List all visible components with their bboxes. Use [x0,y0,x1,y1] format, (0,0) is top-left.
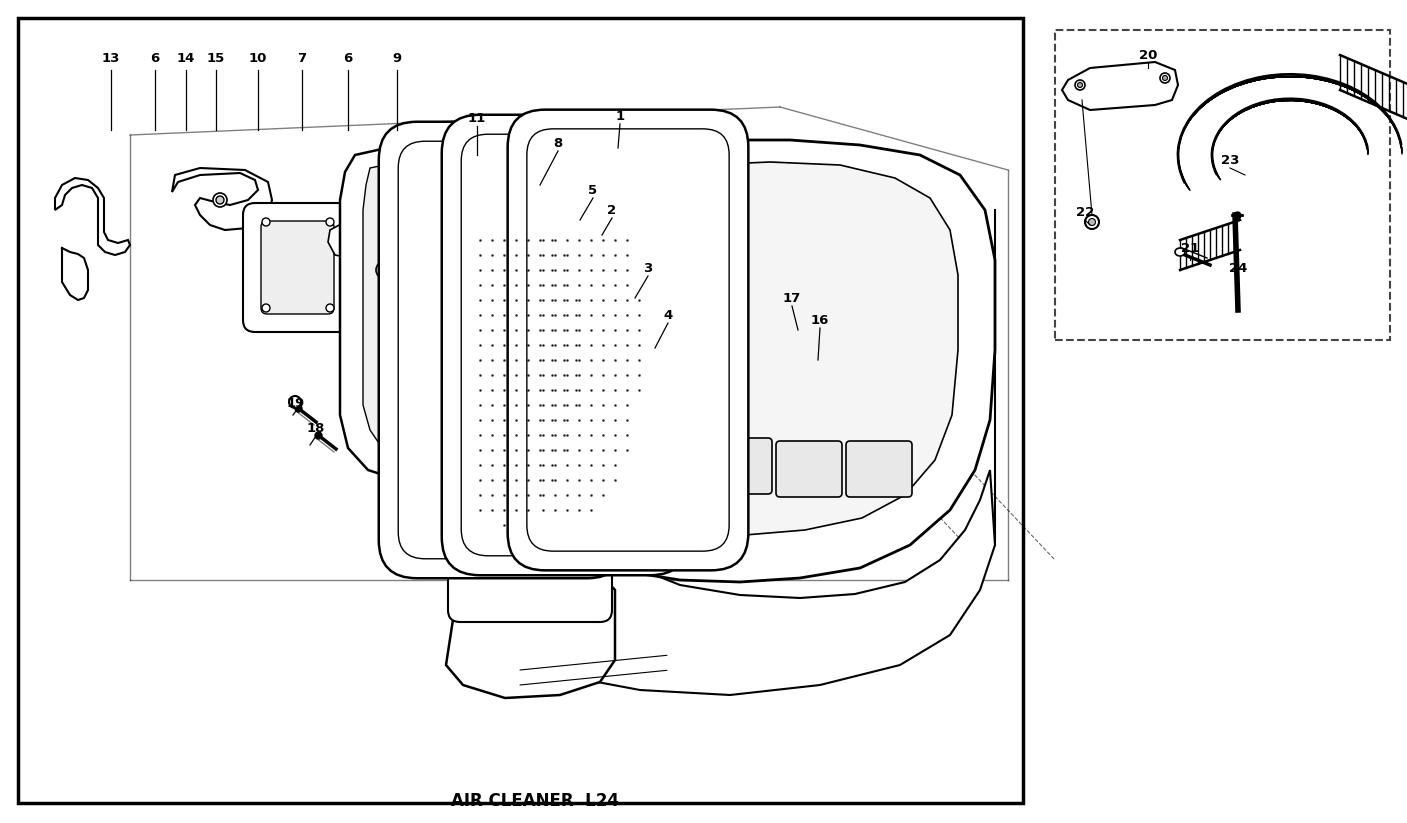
Ellipse shape [1089,218,1096,226]
Ellipse shape [386,301,404,319]
Text: 8: 8 [553,137,563,150]
Ellipse shape [1162,76,1168,81]
Text: 17: 17 [782,291,801,305]
FancyBboxPatch shape [378,122,625,579]
Polygon shape [578,140,995,582]
FancyBboxPatch shape [412,282,453,313]
Polygon shape [363,157,525,468]
Polygon shape [592,162,958,535]
Text: AIR CLEANER  L24: AIR CLEANER L24 [450,792,619,810]
Ellipse shape [1078,82,1082,87]
Polygon shape [340,142,540,485]
Text: 19: 19 [287,397,305,410]
Ellipse shape [535,164,597,188]
Text: 24: 24 [1228,262,1247,275]
Text: 14: 14 [177,52,196,64]
Text: 22: 22 [1076,206,1095,218]
Ellipse shape [326,304,333,312]
Ellipse shape [376,261,394,279]
Text: 7: 7 [297,52,307,64]
Text: 11: 11 [469,111,487,124]
FancyBboxPatch shape [398,142,606,559]
Text: 1: 1 [615,109,625,123]
Ellipse shape [212,193,227,207]
Text: 18: 18 [307,421,325,435]
Ellipse shape [471,168,533,193]
Polygon shape [470,470,995,695]
Text: 4: 4 [663,309,673,322]
Polygon shape [446,560,615,698]
Ellipse shape [1159,73,1171,83]
Text: 23: 23 [1221,154,1240,166]
Text: 15: 15 [207,52,225,64]
FancyBboxPatch shape [636,433,702,489]
FancyBboxPatch shape [447,543,612,622]
Ellipse shape [262,304,270,312]
Ellipse shape [1075,80,1085,90]
FancyBboxPatch shape [508,109,749,570]
FancyBboxPatch shape [442,114,688,575]
Ellipse shape [326,218,333,226]
Text: 13: 13 [101,52,120,64]
FancyBboxPatch shape [777,441,841,497]
Polygon shape [328,222,369,258]
Ellipse shape [1175,248,1185,256]
Text: 6: 6 [151,52,159,64]
Ellipse shape [401,276,419,294]
Text: 21: 21 [1180,241,1199,254]
Polygon shape [1062,62,1178,110]
Text: 3: 3 [643,262,653,275]
FancyBboxPatch shape [846,441,912,497]
FancyBboxPatch shape [706,438,772,494]
Text: 16: 16 [810,314,829,327]
Text: 2: 2 [608,203,616,216]
Text: 9: 9 [393,52,401,64]
Ellipse shape [1085,215,1099,229]
FancyBboxPatch shape [461,134,668,556]
Text: 6: 6 [343,52,353,64]
Ellipse shape [597,160,658,184]
Polygon shape [55,178,129,255]
FancyBboxPatch shape [526,129,729,551]
FancyBboxPatch shape [262,221,333,314]
Ellipse shape [262,218,270,226]
Ellipse shape [217,196,224,204]
Text: 5: 5 [588,184,598,197]
Bar [1055,30,1390,340]
Text: 10: 10 [249,52,267,64]
Ellipse shape [288,396,301,408]
FancyBboxPatch shape [243,203,352,332]
Text: 20: 20 [1138,49,1157,62]
Polygon shape [172,168,272,230]
Bar [18,18,1023,803]
